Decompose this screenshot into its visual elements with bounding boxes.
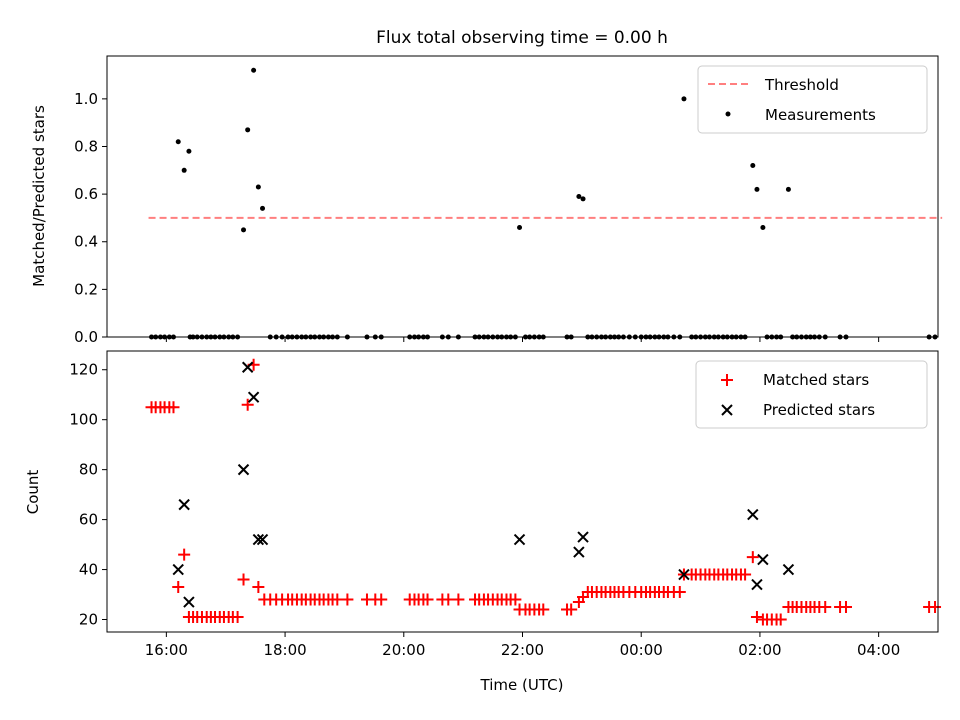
bottom-y-tick-label: 20 (79, 611, 98, 629)
predicted-star-point (573, 546, 585, 558)
matched-star-point (774, 613, 787, 626)
bottom-y-tick-label: 60 (79, 511, 98, 529)
matched-star-point (746, 551, 759, 564)
x-axis-label: Time (UTC) (480, 676, 564, 694)
legend-predicted-label: Predicted stars (763, 401, 875, 419)
matched-star-point (341, 593, 354, 606)
matched-star-point (565, 603, 578, 616)
matched-star-point (331, 593, 344, 606)
legend-measurements-label: Measurements (765, 106, 876, 124)
measurement-point (175, 139, 181, 145)
top-y-tick-label: 1.0 (74, 90, 98, 108)
predicted-star-point (782, 563, 795, 576)
measurement-point (245, 127, 251, 133)
measurement-point (750, 163, 756, 169)
matched-star-point (819, 601, 832, 614)
predicted-star-point (252, 533, 265, 546)
bottom-x-tick-label: 22:00 (501, 641, 544, 659)
top-y-tick-label: 0.2 (74, 280, 98, 298)
bottom-x-tick-label: 04:00 (857, 641, 900, 659)
matched-star-point (237, 573, 250, 586)
matched-star-point (421, 593, 434, 606)
matched-star-point (509, 593, 522, 606)
bottom-x-tick-label: 20:00 (382, 641, 425, 659)
bottom-legend-box (695, 360, 928, 429)
measurement-point (181, 167, 187, 173)
matched-star-point (375, 593, 388, 606)
measurement-point (754, 186, 760, 192)
predicted-star-point (172, 563, 184, 576)
bottom-marks (145, 358, 942, 626)
matched-star-point (231, 611, 244, 624)
bottom-panel: 16:00 18:00 20:00 22:00 00:00 02:00 04:00 20 40 6… (24, 350, 942, 694)
predicted-star-point (577, 531, 589, 543)
predicted-star-point (241, 361, 254, 373)
bottom-x-tick-label: 16:00 (145, 641, 188, 659)
top-y-axis-label: Matched/Predicted stars (30, 105, 48, 287)
bottom-x-tick-label: 00:00 (620, 641, 663, 659)
predicted-star-point (247, 391, 260, 403)
top-panel: 0.0 0.2 0.4 0.6 0.8 1.0 Matched/Predicted sta… (30, 55, 943, 346)
top-y-tick-label: 0.0 (74, 328, 98, 346)
top-axes: 0.0 0.2 0.4 0.6 0.8 1.0 (74, 90, 880, 346)
legend-threshold-label: Threshold (764, 76, 839, 94)
measurement-point (251, 67, 257, 73)
bottom-x-tick-label: 02:00 (738, 641, 781, 659)
bottom-x-tick-label: 18:00 (263, 641, 306, 659)
bottom-y-tick-label: 40 (79, 561, 98, 579)
bottom-y-tick-label: 100 (69, 411, 98, 429)
predicted-star-point (237, 463, 250, 476)
top-legend-box (697, 65, 928, 134)
measurement-point (260, 205, 266, 211)
predicted-star-point (678, 568, 690, 581)
matched-star-point (839, 601, 852, 614)
bottom-y-tick-label: 120 (69, 361, 98, 379)
measurement-point (186, 148, 192, 154)
top-y-tick-label: 0.4 (74, 233, 98, 251)
matched-star-point (750, 611, 763, 624)
matched-star-point (537, 603, 550, 616)
legend-matched-swatch (721, 374, 733, 386)
predicted-star-point (178, 498, 190, 511)
matched-star-point (252, 581, 265, 594)
matched-star-point (739, 568, 752, 581)
legend-predicted-swatch (721, 404, 733, 416)
legend-matched-label: Matched stars (763, 371, 869, 389)
measurement-point (760, 224, 766, 230)
measurement-point (681, 96, 687, 102)
chart-title: Flux total observing time = 0.00 h (376, 28, 668, 48)
legend-measurements-swatch (725, 111, 731, 117)
measurement-point (785, 186, 791, 192)
predicted-star-point (256, 533, 269, 546)
bottom-axes: 16:00 18:00 20:00 22:00 00:00 02:00 04:00 20 40 6… (69, 361, 900, 659)
matched-star-point (442, 593, 455, 606)
matched-star-point (241, 398, 254, 411)
bottom-y-tick-label: 80 (79, 461, 98, 479)
predicted-star-point (183, 596, 195, 608)
bottom-legend: Matched stars Predicted stars (695, 360, 928, 429)
measurement-point (255, 184, 261, 190)
top-y-tick-label: 0.8 (74, 137, 98, 155)
measurement-point (576, 194, 582, 199)
matched-star-point (172, 581, 185, 594)
matched-star-point (929, 601, 942, 614)
matched-star-point (673, 586, 686, 599)
matched-star-point (178, 548, 191, 561)
predicted-star-point (751, 578, 763, 591)
measurement-point (517, 224, 523, 230)
measurement-point (580, 196, 586, 202)
predicted-star-point (747, 508, 759, 521)
top-y-tick-label: 0.6 (74, 185, 98, 203)
matched-star-point (452, 593, 465, 606)
matched-star-point (167, 401, 180, 414)
measurement-point (241, 227, 247, 233)
top-legend: Threshold Measurements (697, 65, 928, 134)
bottom-y-axis-label: Count (24, 470, 42, 515)
predicted-star-point (757, 553, 769, 566)
predicted-star-point (513, 533, 526, 546)
